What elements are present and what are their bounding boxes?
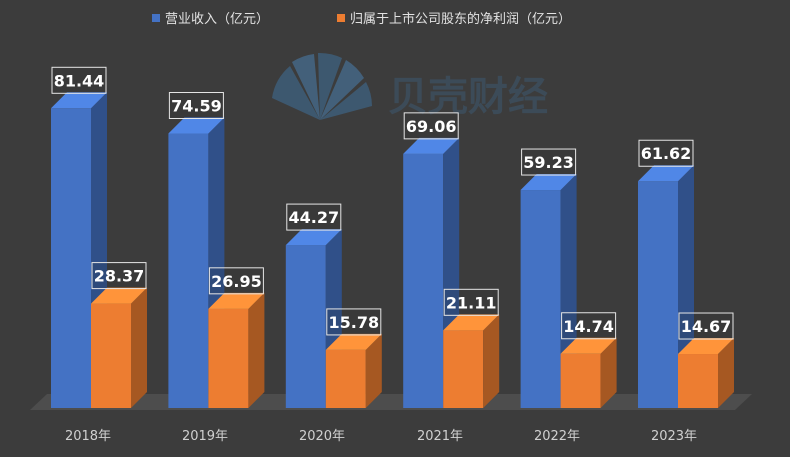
bar-top-2019-0 bbox=[168, 117, 225, 134]
bar-top-2023-0 bbox=[638, 165, 694, 182]
data-label-2018-1: 28.37 bbox=[91, 262, 147, 290]
bar-2019-0 bbox=[168, 117, 225, 409]
x-tick-2021: 2021年 bbox=[417, 429, 463, 444]
data-label-2019-0: 74.59 bbox=[168, 92, 224, 120]
data-label-text-2022-1: 14.74 bbox=[563, 317, 614, 336]
data-label-2020-1: 15.78 bbox=[326, 308, 382, 336]
data-label-box-2019-1 bbox=[208, 267, 264, 295]
bar-top-2018-1 bbox=[91, 287, 147, 304]
data-label-2023-0: 61.62 bbox=[638, 139, 694, 167]
bar-top-2019-1 bbox=[208, 292, 265, 309]
bar-top-2018-0 bbox=[51, 92, 107, 109]
data-label-text-2023-1: 14.67 bbox=[681, 317, 732, 336]
bar-front-2020-1 bbox=[325, 349, 366, 408]
data-label-text-2018-0: 81.44 bbox=[54, 71, 105, 90]
bar-side-2019-1 bbox=[248, 292, 265, 408]
bar-front-2021-0 bbox=[403, 153, 444, 408]
bar-side-2022-1 bbox=[600, 337, 617, 408]
data-label-box-2020-0 bbox=[286, 203, 342, 231]
shell-icon bbox=[272, 52, 372, 120]
bar-top-2021-0 bbox=[403, 137, 460, 154]
data-label-box-2022-0 bbox=[521, 148, 577, 176]
data-label-text-2020-0: 44.27 bbox=[288, 208, 339, 227]
data-label-box-2022-1 bbox=[561, 312, 617, 340]
x-tick-2023: 2023年 bbox=[651, 429, 697, 444]
bar-front-2023-1 bbox=[678, 354, 718, 408]
bar-top-2023-1 bbox=[678, 338, 734, 355]
legend-label-revenue: 营业收入（亿元） bbox=[165, 12, 269, 27]
data-label-2021-0: 69.06 bbox=[403, 112, 459, 140]
bar-front-2018-1 bbox=[91, 303, 131, 408]
data-label-box-2021-1 bbox=[443, 288, 499, 316]
data-label-box-2023-1 bbox=[678, 312, 734, 340]
data-label-text-2018-1: 28.37 bbox=[94, 267, 145, 286]
bar-top-2020-1 bbox=[325, 333, 382, 350]
data-label-text-2020-1: 15.78 bbox=[328, 313, 379, 332]
data-label-2020-0: 44.27 bbox=[286, 203, 342, 231]
legend-swatch-net-profit bbox=[337, 14, 345, 22]
watermark: 贝壳财经 bbox=[272, 52, 548, 120]
data-label-box-2021-0 bbox=[403, 112, 459, 140]
watermark-text: 贝壳财经 bbox=[388, 74, 548, 120]
data-label-2018-0: 81.44 bbox=[51, 66, 107, 94]
bar-front-2020-0 bbox=[285, 245, 326, 408]
x-tick-2022: 2022年 bbox=[534, 429, 580, 444]
data-label-text-2023-0: 61.62 bbox=[641, 144, 692, 163]
bar-front-2021-1 bbox=[443, 330, 484, 408]
bar-front-2023-0 bbox=[638, 181, 678, 408]
legend-swatch-revenue bbox=[152, 14, 160, 22]
data-label-2023-1: 14.67 bbox=[678, 312, 734, 340]
bar-2021-1 bbox=[443, 314, 500, 408]
data-label-box-2020-1 bbox=[326, 308, 382, 336]
data-label-2022-0: 59.23 bbox=[521, 148, 577, 176]
bar-2022-1 bbox=[560, 337, 617, 408]
x-axis: 2018年 2019年 2020年 2021年 2022年 2023年 bbox=[65, 429, 697, 444]
data-label-box-2019-0 bbox=[168, 92, 224, 120]
data-label-2021-1: 21.11 bbox=[443, 288, 499, 316]
bar-2023-1 bbox=[678, 338, 734, 408]
bar-top-2022-0 bbox=[520, 174, 577, 191]
data-label-box-2023-0 bbox=[638, 139, 694, 167]
bar-2019-1 bbox=[208, 292, 265, 408]
data-label-text-2021-1: 21.11 bbox=[446, 293, 497, 312]
bar-side-2018-1 bbox=[131, 287, 147, 408]
data-label-text-2021-0: 69.06 bbox=[406, 117, 457, 136]
data-label-2019-1: 26.95 bbox=[208, 267, 264, 295]
bar-top-2020-0 bbox=[285, 229, 342, 246]
data-label-box-2018-0 bbox=[51, 66, 107, 94]
x-tick-2019: 2019年 bbox=[182, 429, 228, 444]
bar-front-2022-1 bbox=[560, 353, 601, 408]
bar-2018-1 bbox=[91, 287, 147, 408]
bar-top-2021-1 bbox=[443, 314, 500, 331]
data-label-text-2022-0: 59.23 bbox=[523, 153, 574, 172]
bar-front-2018-0 bbox=[51, 108, 91, 409]
bar-side-2020-1 bbox=[365, 333, 382, 408]
data-label-box-2018-1 bbox=[91, 262, 147, 290]
bar-front-2019-1 bbox=[208, 308, 249, 408]
bar-side-2023-1 bbox=[718, 338, 734, 408]
bar-front-2022-0 bbox=[520, 190, 561, 408]
data-label-2022-1: 14.74 bbox=[561, 312, 617, 340]
legend-label-net-profit: 归属于上市公司股东的净利润（亿元） bbox=[350, 11, 571, 27]
bars-layer bbox=[51, 92, 734, 409]
data-label-text-2019-1: 26.95 bbox=[211, 272, 262, 291]
bar-top-2022-1 bbox=[560, 337, 617, 354]
legend: 营业收入（亿元） 归属于上市公司股东的净利润（亿元） bbox=[152, 11, 571, 27]
bar-front-2019-0 bbox=[168, 133, 209, 409]
data-labels-layer: 81.44 28.37 74.59 26.95 44.27 15.78 69.06 21.11… bbox=[51, 66, 734, 340]
x-tick-2020: 2020年 bbox=[299, 429, 345, 444]
bar-side-2021-1 bbox=[483, 314, 500, 408]
bar-2020-1 bbox=[325, 333, 382, 408]
data-label-text-2019-0: 74.59 bbox=[171, 97, 222, 116]
x-tick-2018: 2018年 bbox=[65, 429, 111, 444]
